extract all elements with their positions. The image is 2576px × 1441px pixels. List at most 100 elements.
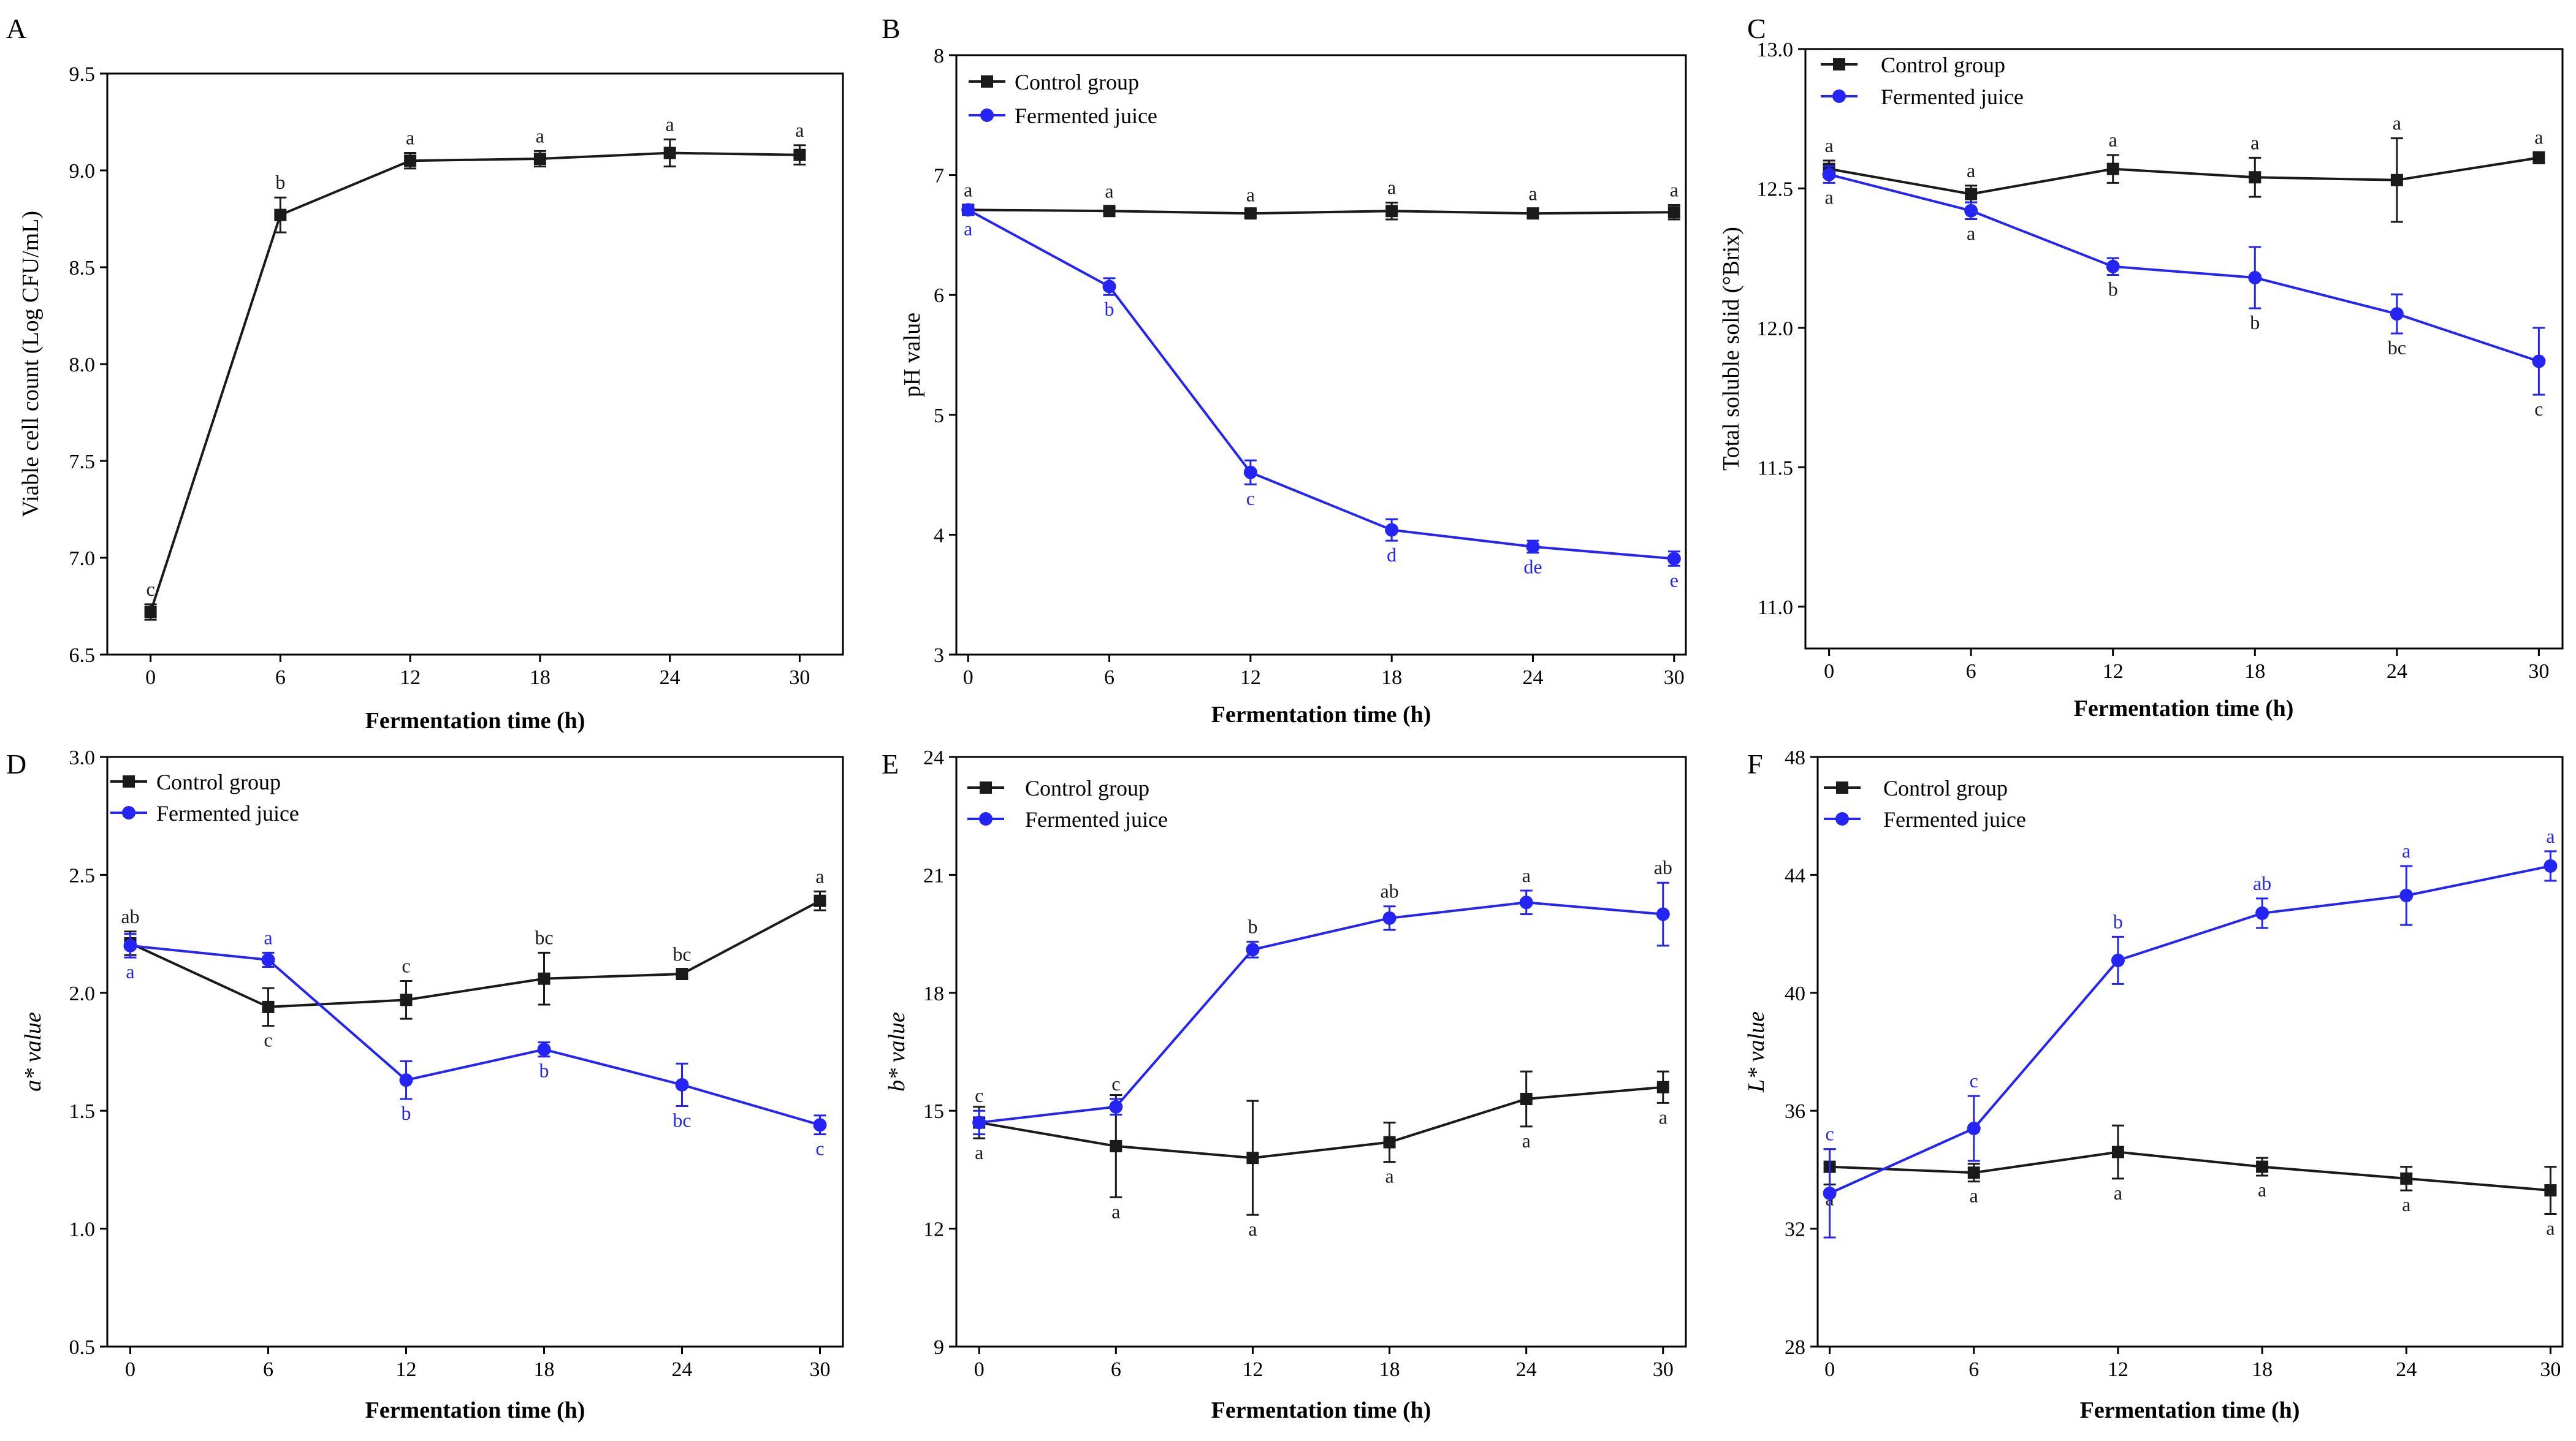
legend-marker bbox=[1832, 89, 1846, 103]
x-tick-label: 24 bbox=[1516, 1358, 1537, 1381]
legend-item-fermented: Fermented juice bbox=[1824, 807, 2026, 832]
x-tick-label: 12 bbox=[2108, 1358, 2128, 1381]
y-tick-label: 18 bbox=[923, 983, 944, 1005]
significance-label: a bbox=[536, 124, 544, 146]
y-tick-label: 9.0 bbox=[69, 160, 96, 183]
data-point bbox=[663, 146, 676, 159]
data-point bbox=[793, 148, 806, 161]
legend: Control group Fermented juice bbox=[967, 776, 1168, 832]
data-point bbox=[1383, 1136, 1396, 1149]
legend-marker bbox=[122, 806, 135, 819]
x-tick-label: 12 bbox=[396, 1358, 417, 1381]
x-tick-label: 24 bbox=[2396, 1358, 2417, 1381]
significance-label: a bbox=[1385, 1165, 1393, 1187]
legend-marker bbox=[123, 775, 135, 788]
significance-label: a bbox=[2546, 825, 2555, 847]
panel-letter: C bbox=[1747, 13, 1766, 44]
data-point bbox=[262, 1000, 275, 1013]
legend-item-control: Control group bbox=[110, 770, 281, 794]
significance-label: b bbox=[1105, 298, 1115, 320]
y-axis-title: L* value bbox=[1743, 1011, 1769, 1093]
series-line bbox=[967, 208, 1674, 560]
legend: Control group Fermented juice bbox=[110, 770, 299, 826]
legend-item-control: Control group bbox=[967, 776, 1149, 800]
data-point bbox=[2544, 1184, 2557, 1197]
series-line bbox=[1829, 156, 2539, 196]
significance-label: a bbox=[1111, 1200, 1120, 1222]
plot-frame bbox=[106, 756, 844, 1348]
y-tick-label: 28 bbox=[1785, 1336, 1805, 1359]
significance-label: a bbox=[964, 218, 972, 240]
plot-frame bbox=[955, 756, 1687, 1348]
y-tick-label: 40 bbox=[1785, 983, 1805, 1005]
data-point bbox=[2532, 354, 2546, 368]
significance-label: a bbox=[126, 960, 134, 983]
data-point bbox=[2106, 259, 2120, 273]
data-point bbox=[1246, 1152, 1259, 1165]
significance-label: c bbox=[1970, 1070, 1978, 1092]
data-point bbox=[2544, 859, 2558, 873]
panel-letter: F bbox=[1747, 748, 1763, 780]
significance-label: ab bbox=[2253, 872, 2271, 894]
panel-e: E Fermentation time (h) b* value Control… bbox=[882, 747, 1687, 1423]
data-point bbox=[814, 894, 826, 907]
plot-data: 0 6 12 18 24 30 11.0 11.5 12.0 12.5 13.0 a a a a a a a a b b… bbox=[1757, 39, 2550, 683]
data-point bbox=[1526, 539, 1540, 553]
y-tick-label: 4 bbox=[934, 524, 944, 547]
significance-label: a bbox=[2258, 1179, 2266, 1201]
y-tick-label: 15 bbox=[923, 1100, 944, 1123]
significance-label: a bbox=[2402, 1193, 2410, 1215]
x-tick-label: 0 bbox=[125, 1358, 135, 1381]
data-point bbox=[1385, 523, 1399, 537]
y-tick-label: 6 bbox=[934, 284, 944, 307]
series-control: c b a a a a bbox=[144, 113, 806, 621]
panel-a: A Fermentation time (h) Viable cell coun… bbox=[6, 13, 844, 734]
significance-label: ab bbox=[1654, 856, 1672, 878]
y-tick-label: 32 bbox=[1785, 1219, 1805, 1241]
x-tick-label: 30 bbox=[789, 666, 810, 689]
x-tick-label: 18 bbox=[2244, 660, 2265, 683]
legend-marker bbox=[979, 812, 993, 826]
x-tick-label: 18 bbox=[2252, 1358, 2273, 1381]
data-point bbox=[2399, 889, 2414, 903]
y-tick-label: 7.0 bbox=[69, 547, 96, 570]
data-point bbox=[1822, 167, 1836, 181]
x-tick-label: 18 bbox=[1381, 666, 1402, 689]
significance-label: bc bbox=[673, 1109, 691, 1131]
x-tick-label: 0 bbox=[145, 666, 156, 689]
legend-marker bbox=[980, 781, 992, 794]
y-tick-label: 8.0 bbox=[69, 354, 96, 376]
series-line bbox=[130, 944, 821, 1127]
significance-label: b bbox=[275, 171, 285, 193]
data-point bbox=[537, 1043, 551, 1057]
significance-label: a bbox=[1967, 222, 1975, 244]
significance-label: bc bbox=[2388, 336, 2406, 359]
x-tick-label: 0 bbox=[963, 666, 974, 689]
data-point bbox=[1667, 206, 1680, 219]
plot-data: 0 6 12 18 24 300.51.01.52.02.53.0abccbcbcaaab… bbox=[69, 747, 831, 1381]
series-line bbox=[1829, 865, 2551, 1195]
panel-letter: D bbox=[6, 748, 26, 780]
significance-label: a bbox=[2250, 131, 2259, 153]
significance-label: a bbox=[1246, 183, 1255, 205]
significance-label: bc bbox=[673, 943, 691, 965]
series-line bbox=[1829, 1150, 2551, 1192]
data-point bbox=[2256, 1160, 2269, 1173]
significance-label: b bbox=[1248, 915, 1257, 937]
y-tick-label: 36 bbox=[1785, 1100, 1805, 1123]
x-tick-label: 24 bbox=[2387, 660, 2407, 683]
y-tick-label: 2.5 bbox=[69, 864, 96, 887]
data-point bbox=[2248, 271, 2262, 285]
data-point bbox=[2390, 307, 2404, 321]
significance-label: a bbox=[1659, 1106, 1667, 1128]
significance-label: bc bbox=[535, 926, 553, 948]
y-tick-label: 9 bbox=[934, 1336, 944, 1359]
x-tick-label: 30 bbox=[810, 1358, 831, 1381]
legend-item-control: Control group bbox=[1824, 776, 2008, 800]
x-tick-label: 18 bbox=[534, 1358, 555, 1381]
y-tick-label: 7 bbox=[934, 165, 944, 188]
legend-label: Control group bbox=[1025, 776, 1149, 800]
data-point bbox=[961, 203, 975, 217]
data-point bbox=[1103, 205, 1116, 218]
